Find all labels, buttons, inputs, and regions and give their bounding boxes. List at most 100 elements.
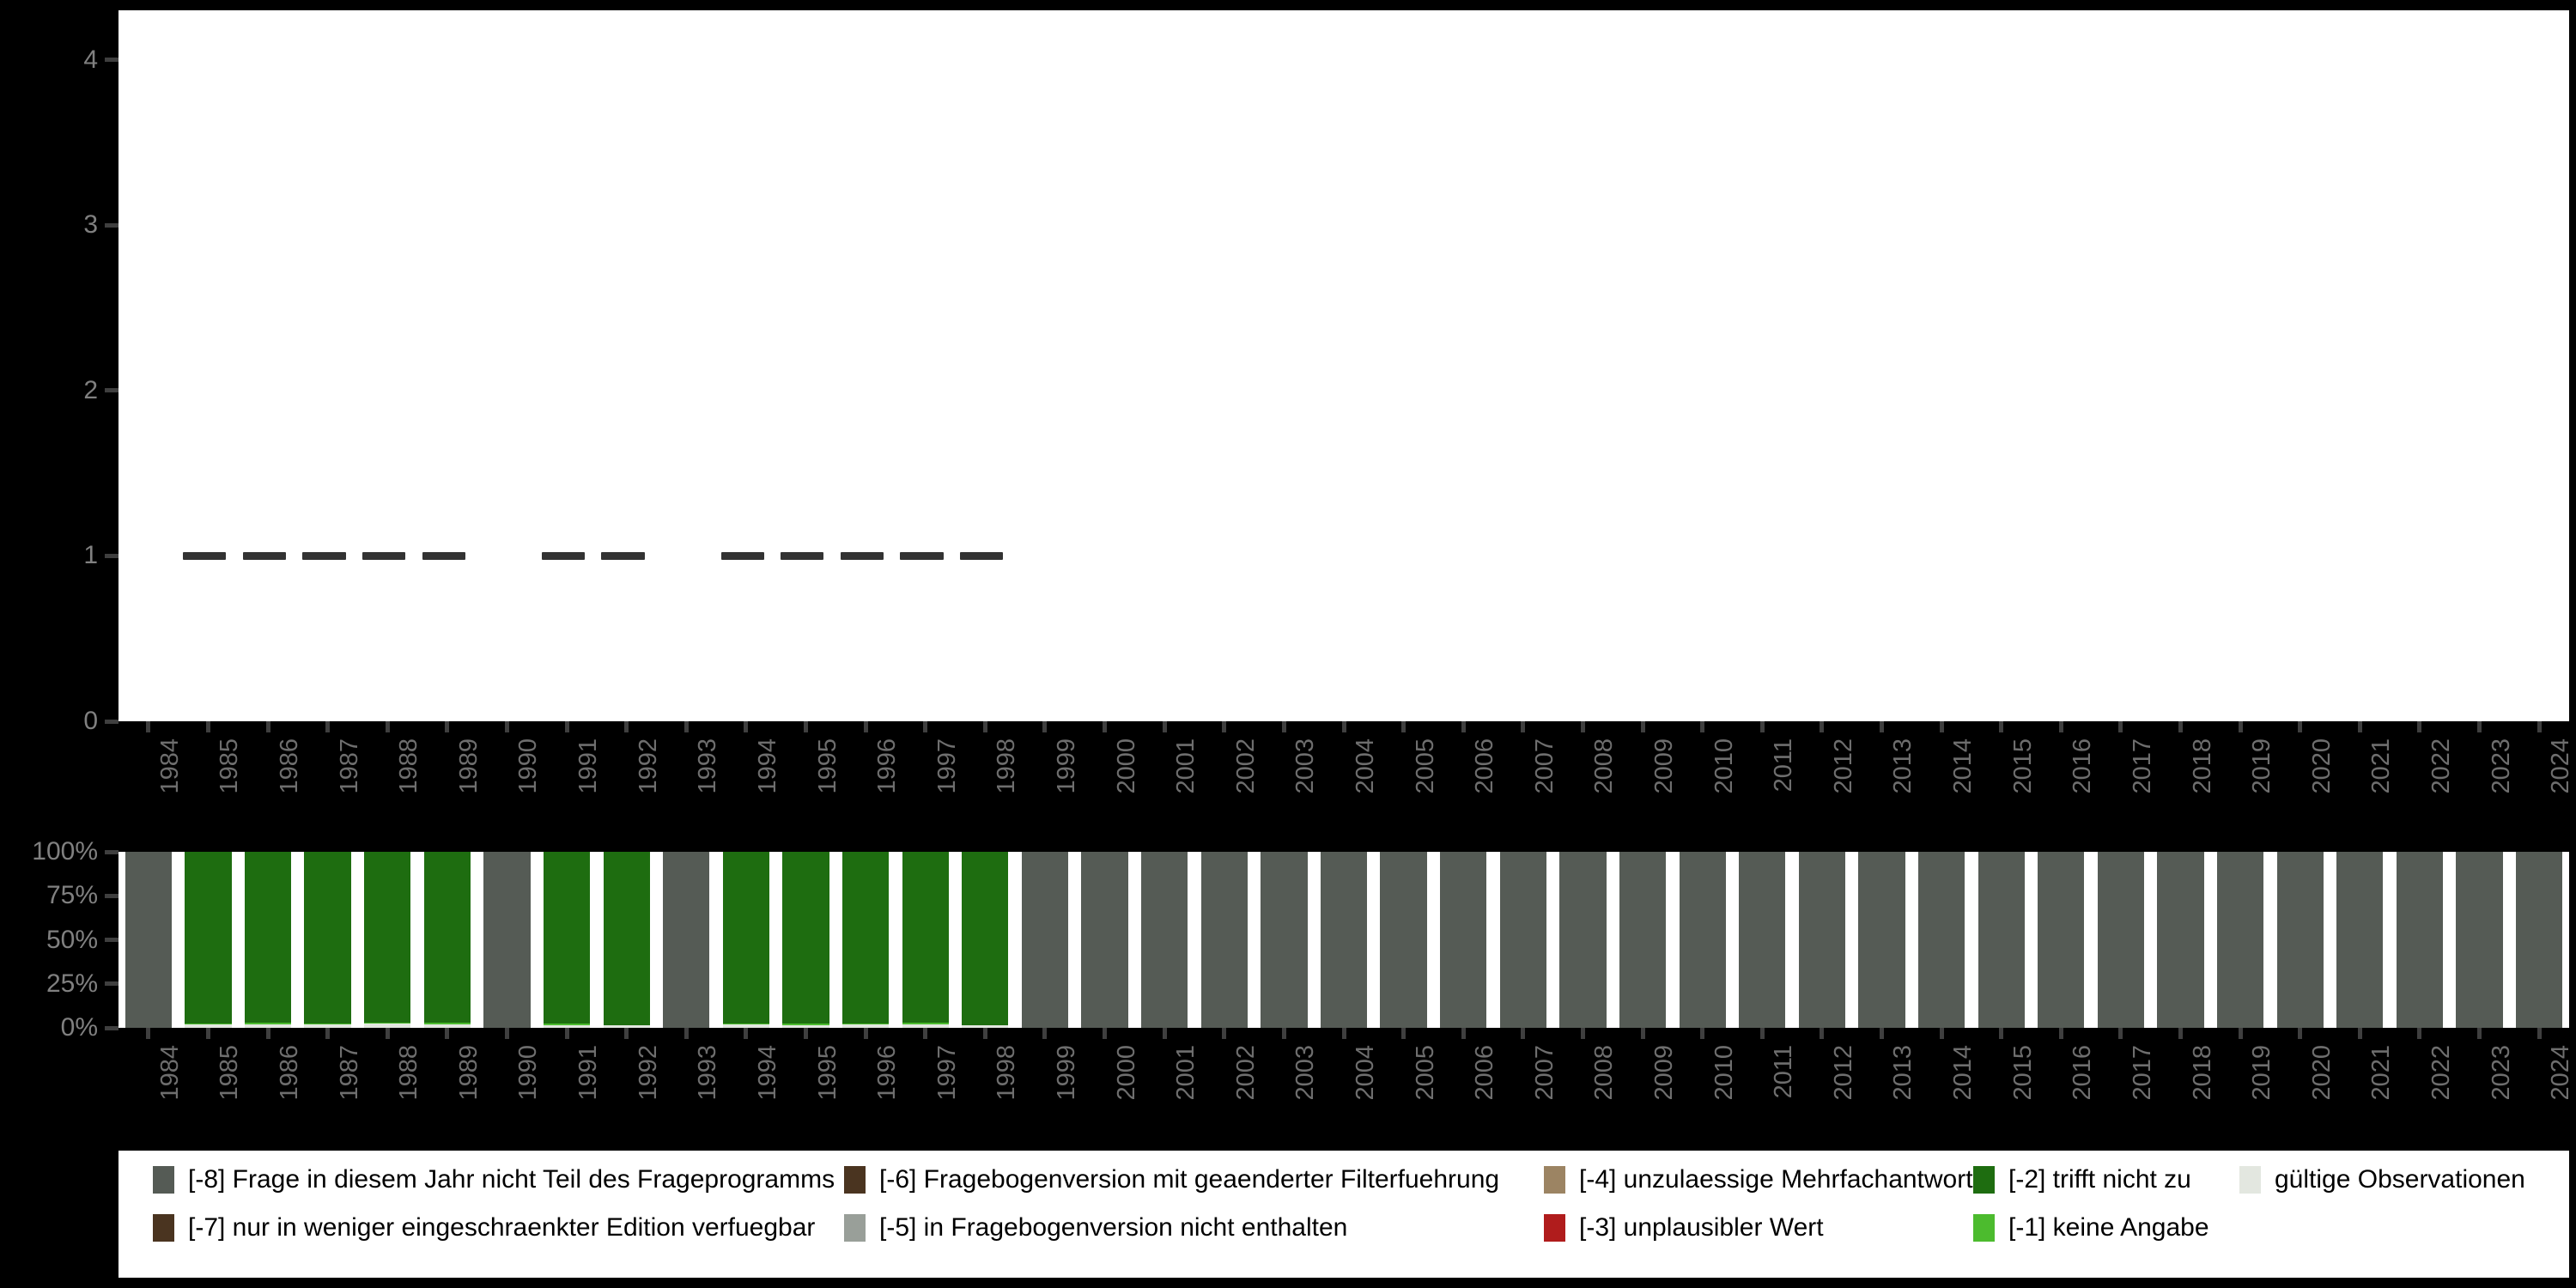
stacked-bar[interactable] [1917, 852, 1965, 1028]
bottom-chart-x-tick-label: 2021 [2367, 1045, 2396, 1101]
stacked-bar[interactable] [1739, 852, 1786, 1028]
legend-item[interactable]: [-6] Fragebogenversion mit geaenderter F… [844, 1156, 1499, 1203]
top-chart-x-tick-mark [2537, 721, 2542, 732]
top-chart-x-tick-label: 2008 [1590, 738, 1619, 794]
bottom-chart-y-tick-label: 25% [46, 969, 98, 998]
stacked-bar[interactable] [663, 852, 710, 1028]
stacked-bar[interactable] [1619, 852, 1667, 1028]
stacked-bar[interactable] [2276, 852, 2324, 1028]
legend-item[interactable]: gültige Observationen [2239, 1156, 2525, 1203]
legend-item[interactable]: [-4] unzulaessige Mehrfachantwort [1544, 1156, 1973, 1203]
top-chart-x-tick-label: 2001 [1172, 738, 1200, 794]
stacked-bar[interactable] [1320, 852, 1368, 1028]
stacked-bar-segment [1380, 852, 1427, 1028]
top-chart-y-tick-mark [105, 58, 118, 63]
top-chart-x-tick-mark [1759, 721, 1765, 732]
legend-item[interactable]: [-2] trifft nicht zu [1973, 1156, 2191, 1203]
bottom-chart-y-tick-mark [105, 1025, 118, 1030]
stacked-bar[interactable] [2336, 852, 2384, 1028]
legend-item[interactable]: [-8] Frage in diesem Jahr nicht Teil des… [153, 1156, 835, 1203]
top-chart-x-tick-label: 2012 [1829, 738, 1857, 794]
stacked-bar[interactable] [2456, 852, 2503, 1028]
stacked-bar-segment [2038, 852, 2085, 1028]
bottom-chart-x-tick-mark [1103, 1028, 1108, 1039]
chart-legend: [-8] Frage in diesem Jahr nicht Teil des… [118, 1151, 2569, 1278]
line-dash-segment [781, 552, 824, 561]
stacked-bar[interactable] [244, 852, 292, 1028]
stacked-bar[interactable] [423, 852, 471, 1028]
top-chart-x-tick-mark [1341, 721, 1346, 732]
stacked-bar[interactable] [1200, 852, 1248, 1028]
stacked-bar[interactable] [2097, 852, 2145, 1028]
stacked-bar[interactable] [1021, 852, 1069, 1028]
bottom-chart-x-tick-mark [863, 1028, 868, 1039]
bottom-chart-x-tick-label: 1995 [813, 1045, 841, 1101]
legend-row-1: [-8] Frage in diesem Jahr nicht Teil des… [118, 1156, 2569, 1203]
top-chart-x-tick-label: 1997 [933, 738, 961, 794]
legend-item[interactable]: [-1] keine Angabe [1973, 1204, 2209, 1251]
stacked-bar[interactable] [1499, 852, 1546, 1028]
stacked-bar[interactable] [722, 852, 770, 1028]
stacked-bar[interactable] [2038, 852, 2085, 1028]
stacked-bar-segment [1200, 852, 1248, 1028]
bottom-chart-x-tick-mark [2357, 1028, 2362, 1039]
top-chart-x-tick-label: 2015 [2008, 738, 2037, 794]
bottom-chart-x-tick-mark [2298, 1028, 2303, 1039]
top-chart-x-tick-mark [2238, 721, 2243, 732]
top-chart-x-tick-label: 2019 [2248, 738, 2276, 794]
bottom-chart-x-tick-mark [265, 1028, 270, 1039]
stacked-bar[interactable] [1858, 852, 1905, 1028]
legend-item[interactable]: [-3] unplausibler Wert [1544, 1204, 1824, 1251]
stacked-bar[interactable] [364, 852, 411, 1028]
bottom-chart-x-tick-mark [1820, 1028, 1825, 1039]
bottom-chart-x-tick-label: 2011 [1770, 1045, 1798, 1099]
legend-item-label: [-1] keine Angabe [2008, 1212, 2209, 1242]
bottom-chart-x-tick-mark [1461, 1028, 1466, 1039]
stacked-bar-segment [244, 1022, 292, 1024]
top-chart-x-tick-mark [1939, 721, 1944, 732]
stacked-bar[interactable] [483, 852, 531, 1028]
stacked-bar[interactable] [782, 852, 829, 1028]
stacked-bar-segment [2157, 852, 2204, 1028]
bottom-chart-x-tick-mark [1939, 1028, 1944, 1039]
stacked-bar[interactable] [2157, 852, 2204, 1028]
stacked-bar[interactable] [304, 852, 351, 1028]
stacked-bar[interactable] [2396, 852, 2444, 1028]
bottom-chart-x-tick-label: 2012 [1829, 1045, 1857, 1101]
top-chart-x-tick-label: 2011 [1770, 738, 1798, 793]
legend-item[interactable]: [-7] nur in weniger eingeschraenkter Edi… [153, 1204, 815, 1251]
bottom-chart-x-tick-label: 1997 [933, 1045, 961, 1101]
stacked-bar[interactable] [2516, 852, 2563, 1028]
stacked-bar-segment [2336, 852, 2384, 1028]
top-chart-x-tick-label: 1986 [276, 738, 304, 794]
bottom-chart-y-axis: 0% 25% 50% 75% 100% [0, 839, 118, 1041]
stacked-bar[interactable] [125, 852, 172, 1028]
stacked-bar[interactable] [902, 852, 949, 1028]
top-chart-x-tick-mark [2477, 721, 2482, 732]
stacked-bar[interactable] [2216, 852, 2264, 1028]
legend-swatch-icon [2239, 1165, 2261, 1194]
stacked-bar[interactable] [1559, 852, 1607, 1028]
stacked-bar[interactable] [1141, 852, 1188, 1028]
stacked-bar[interactable] [1679, 852, 1726, 1028]
stacked-bar[interactable] [603, 852, 650, 1028]
line-dash-segment [900, 552, 944, 561]
top-chart-x-tick-label: 1990 [514, 738, 543, 794]
stacked-bar[interactable] [841, 852, 890, 1028]
stacked-bar-segment [782, 1024, 829, 1028]
stacked-bar-segment [663, 852, 710, 1028]
stacked-bar[interactable] [962, 852, 1009, 1028]
stacked-bar[interactable] [1978, 852, 2025, 1028]
stacked-bar[interactable] [185, 852, 232, 1028]
stacked-bar[interactable] [1380, 852, 1427, 1028]
stacked-bar[interactable] [543, 852, 591, 1028]
stacked-bar[interactable] [1798, 852, 1845, 1028]
bottom-chart-x-tick-mark [1879, 1028, 1884, 1039]
top-chart-x-tick-mark [1879, 721, 1884, 732]
stacked-bar[interactable] [1261, 852, 1308, 1028]
stacked-bar[interactable] [1081, 852, 1128, 1028]
bottom-chart-y-tick-label: 0% [60, 1013, 98, 1042]
stacked-bar[interactable] [1440, 852, 1487, 1028]
bottom-chart-x-tick-mark [2058, 1028, 2063, 1039]
legend-item[interactable]: [-5] in Fragebogenversion nicht enthalte… [844, 1204, 1347, 1251]
